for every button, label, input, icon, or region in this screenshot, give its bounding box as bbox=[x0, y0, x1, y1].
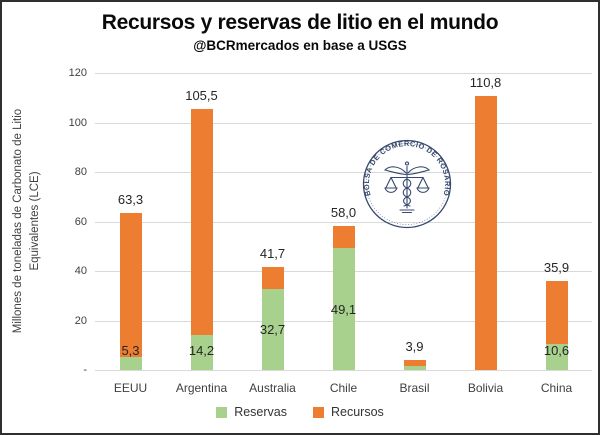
seal-outer-ring bbox=[362, 139, 452, 229]
bar-segment-recursos-argentina bbox=[190, 108, 213, 335]
value-label-reservas-argentina: 14,2 bbox=[188, 342, 215, 358]
value-label-reservas-china: 10,6 bbox=[543, 342, 570, 358]
value-label-recursos-eeuu: 63,3 bbox=[117, 192, 144, 208]
value-label-reservas-eeuu: 5,3 bbox=[121, 342, 140, 358]
value-label-recursos-argentina: 105,5 bbox=[185, 87, 218, 103]
legend: Reservas Recursos bbox=[2, 405, 598, 419]
bcr-rosario-seal-logo: BOLSA DE COMERCIO DE ROSARIO bbox=[362, 139, 452, 229]
legend-item-reservas: Reservas bbox=[216, 405, 287, 419]
category-label-china: China bbox=[540, 381, 573, 395]
value-label-recursos-bolivia: 110,8 bbox=[469, 74, 502, 90]
bar-segment-recursos-australia bbox=[261, 266, 284, 290]
value-label-recursos-australia: 41,7 bbox=[259, 245, 286, 261]
chart-subtitle: @BCRmercados en base a USGS bbox=[193, 38, 407, 53]
y-tick-label-20: 20 bbox=[74, 314, 87, 327]
bar-segment-reservas-brasil bbox=[403, 366, 426, 370]
bar-segment-reservas-argentina bbox=[190, 334, 213, 370]
bar-segment-reservas-eeuu bbox=[119, 356, 142, 370]
y-tick-label-80: 80 bbox=[74, 166, 87, 178]
reservas-swatch-icon bbox=[216, 406, 228, 418]
recursos-swatch-icon bbox=[313, 406, 324, 418]
value-label-recursos-chile: 58,0 bbox=[330, 205, 357, 221]
bar-segment-recursos-chile bbox=[332, 226, 355, 249]
value-label-reservas-australia: 32,7 bbox=[259, 322, 286, 338]
bar-segment-recursos-eeuu bbox=[119, 213, 142, 357]
gridline-100 bbox=[95, 122, 592, 124]
chart-title: Recursos y reservas de litio en el mundo bbox=[101, 11, 499, 34]
gridline-80 bbox=[95, 172, 592, 173]
value-label-recursos-china: 35,9 bbox=[543, 260, 570, 276]
y-axis-title-line1: Millones de toneladas de Carbonato de Li… bbox=[12, 108, 24, 334]
y-tick-label-0: - bbox=[83, 364, 87, 376]
category-label-brasil: Brasil bbox=[399, 381, 430, 395]
y-tick-label-120: 120 bbox=[68, 67, 87, 79]
bar-segment-recursos-brasil bbox=[403, 360, 426, 367]
category-label-eeuu: EEUU bbox=[113, 381, 148, 395]
y-tick-label-100: 100 bbox=[68, 116, 87, 129]
bar-segment-reservas-china bbox=[545, 343, 568, 370]
category-label-australia: Australia bbox=[249, 381, 296, 395]
gridline-60 bbox=[95, 221, 592, 223]
gridline-120 bbox=[95, 73, 592, 74]
bar-segment-reservas-australia bbox=[261, 289, 284, 370]
bar-segment-recursos-china bbox=[545, 281, 568, 344]
value-label-recursos-brasil: 3,9 bbox=[405, 339, 424, 355]
legend-item-recursos: Recursos bbox=[313, 405, 384, 419]
caduceus-scales-icon bbox=[383, 161, 431, 214]
bar-segment-reservas-chile bbox=[332, 248, 355, 370]
value-label-reservas-chile: 49,1 bbox=[330, 301, 357, 317]
gridline-0 bbox=[95, 370, 592, 371]
legend-label-recursos: Recursos bbox=[331, 405, 384, 419]
seal-dotted-ring bbox=[366, 143, 448, 225]
y-tick-label-60: 60 bbox=[74, 215, 87, 228]
category-label-bolivia: Bolivia bbox=[467, 381, 504, 395]
legend-label-reservas: Reservas bbox=[234, 405, 287, 419]
category-label-argentina: Argentina bbox=[175, 381, 228, 395]
y-tick-label-40: 40 bbox=[74, 265, 87, 277]
bar-segment-recursos-bolivia bbox=[474, 95, 497, 370]
category-label-chile: Chile bbox=[329, 381, 358, 395]
